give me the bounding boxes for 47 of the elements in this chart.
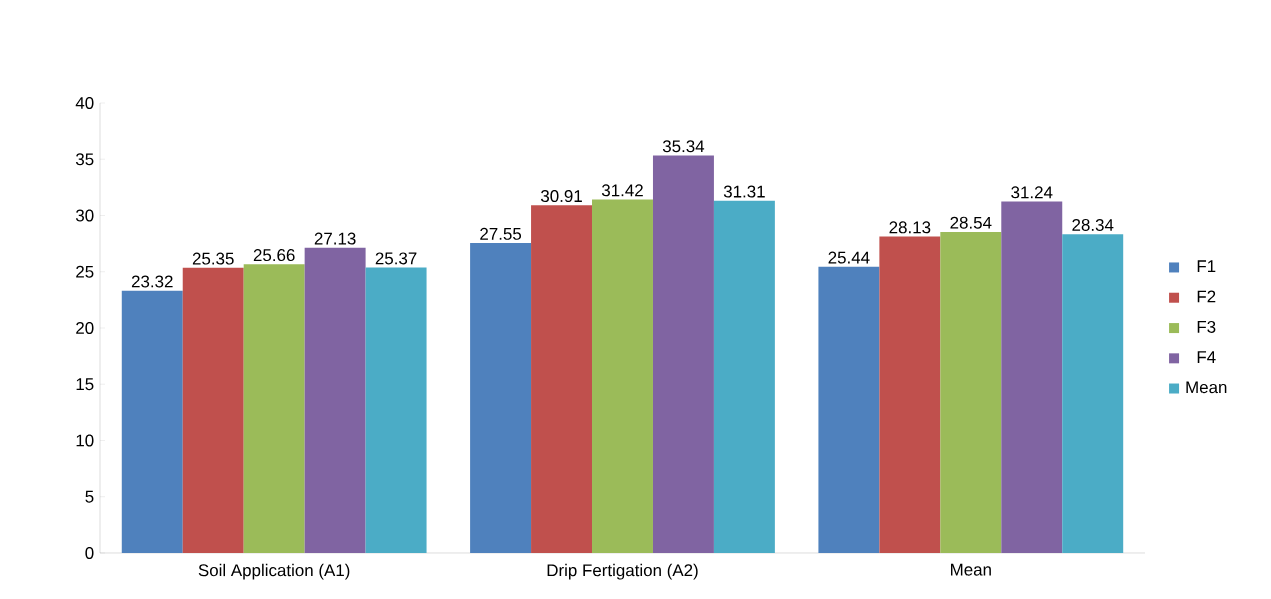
x-tick-label: Soil Application (A1) [198, 563, 350, 580]
legend-label: F2 [1197, 290, 1216, 303]
y-tick-label: 0 [85, 546, 94, 559]
bar [470, 243, 532, 553]
bar [713, 200, 775, 553]
data-label: 31.24 [1011, 186, 1053, 199]
legend-label: F1 [1197, 260, 1216, 273]
data-label: 28.54 [950, 216, 992, 229]
data-label: 25.37 [375, 252, 417, 265]
y-tick-label: 5 [85, 490, 94, 503]
bar [243, 264, 305, 553]
bar [940, 231, 1002, 553]
data-label: 30.91 [540, 190, 582, 203]
y-tick-label: 10 [76, 434, 94, 447]
legend-label: F4 [1197, 351, 1216, 363]
y-tick-label: 30 [75, 209, 94, 222]
y-tick-label: 40 [75, 96, 94, 109]
data-label: 25.35 [192, 252, 234, 265]
data-label: 28.13 [889, 221, 931, 234]
x-tick-label: Mean [951, 563, 991, 576]
bar [365, 267, 427, 553]
y-tick-label: 15 [76, 378, 94, 391]
bar [1001, 201, 1063, 553]
y-tick-label: 35 [75, 153, 94, 166]
data-label: 35.34 [662, 140, 705, 153]
bar [1062, 234, 1124, 553]
bar [818, 266, 880, 553]
y-tick-label: 20 [76, 321, 94, 334]
bar [182, 267, 244, 553]
legend-label: Mean [1186, 381, 1227, 394]
bar [879, 236, 941, 553]
bar [304, 247, 366, 553]
data-label: 27.55 [480, 227, 522, 240]
data-label: 27.13 [314, 232, 356, 245]
data-label: 25.66 [253, 249, 295, 262]
legend-label: F3 [1197, 320, 1216, 333]
bar [531, 205, 593, 553]
y-tick-label: 25 [76, 265, 94, 278]
data-label: 28.34 [1072, 218, 1114, 231]
data-label: 31.42 [601, 184, 643, 197]
bar [592, 199, 653, 553]
data-label: 23.32 [131, 275, 173, 288]
bar [652, 155, 714, 553]
x-tick-label: Drip Fertigation (A2) [547, 563, 698, 580]
bar [121, 290, 183, 553]
data-label: 31.31 [723, 185, 765, 198]
data-label: 25.44 [828, 251, 870, 264]
